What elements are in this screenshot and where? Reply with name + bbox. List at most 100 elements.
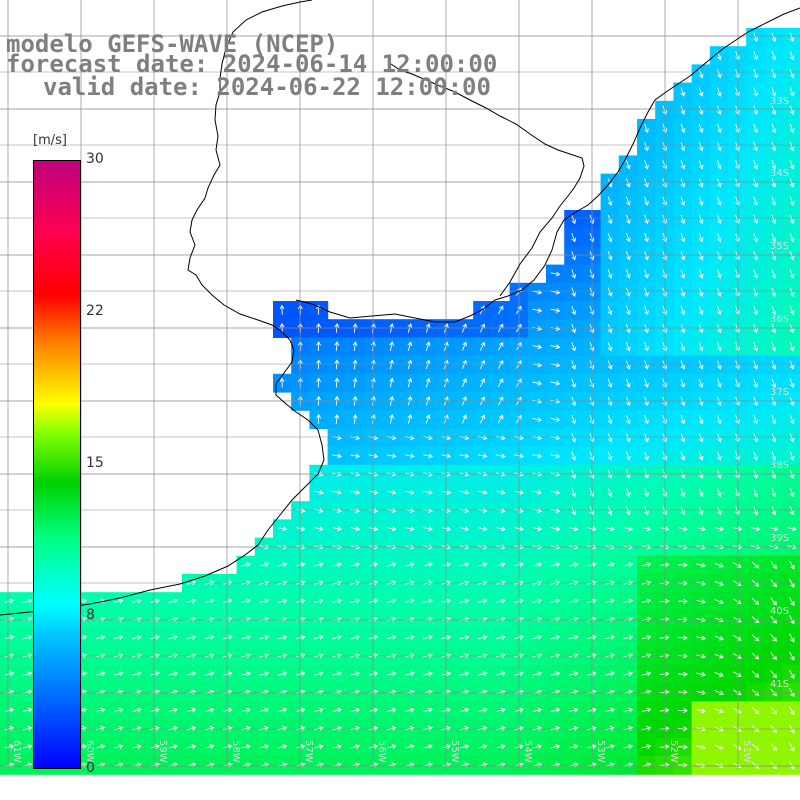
legend-tick-22: 22 <box>86 303 104 319</box>
wind-arrow <box>625 232 631 243</box>
lon-label: 53W <box>595 740 606 763</box>
wind-arrow <box>571 505 577 516</box>
wind-arrow <box>4 598 15 604</box>
wind-arrow <box>716 105 722 115</box>
wind-arrow <box>350 725 361 731</box>
wind-arrow <box>405 453 415 459</box>
wind-cell <box>782 100 800 120</box>
wind-arrow <box>386 453 397 459</box>
wind-arrow <box>753 305 759 316</box>
wind-arrow <box>625 487 631 498</box>
wind-arrow <box>404 725 415 731</box>
wind-arrow <box>404 562 415 568</box>
wind-arrow <box>386 508 397 514</box>
wind-arrow <box>550 271 561 277</box>
wind-arrow <box>607 214 613 225</box>
wind-arrow <box>113 634 124 640</box>
wind-arrow <box>607 505 613 516</box>
wind-arrow <box>568 562 579 568</box>
wind-arrow <box>568 725 579 731</box>
wind-arrow <box>625 269 631 279</box>
wind-arrow <box>277 744 288 750</box>
wind-arrow <box>568 744 579 750</box>
lat-label: 34S <box>770 168 790 179</box>
wind-arrow <box>22 725 33 731</box>
wind-cell <box>782 337 800 357</box>
wind-arrow <box>131 707 142 713</box>
lat-label: 41S <box>770 679 790 690</box>
wind-arrow <box>404 671 415 677</box>
wind-arrow <box>644 505 649 516</box>
wind-arrow <box>587 526 597 532</box>
color-scale-bar <box>33 160 81 769</box>
wind-arrow <box>680 160 686 170</box>
wind-arrow <box>571 360 577 370</box>
wind-cell <box>782 592 800 611</box>
wind-arrow <box>479 414 486 424</box>
wind-arrow <box>698 87 704 97</box>
river-plate-inner <box>387 61 585 297</box>
wind-arrow <box>496 453 506 459</box>
valid-date: valid date: 2024-06-22 12:00:00 <box>43 73 491 101</box>
wind-arrow <box>644 433 649 443</box>
wind-cell <box>782 137 800 156</box>
wind-arrow <box>659 598 670 604</box>
wind-arrow <box>659 635 670 640</box>
wind-arrow <box>716 433 722 443</box>
wind-arrow <box>571 269 577 279</box>
wind-arrow <box>625 305 631 316</box>
wind-arrow <box>168 725 179 731</box>
wind-arrow <box>625 196 631 206</box>
wind-arrow <box>625 433 631 443</box>
wind-arrow <box>131 744 142 750</box>
wind-arrow <box>477 725 488 731</box>
wind-arrow <box>4 634 15 640</box>
wind-arrow <box>771 487 777 498</box>
wind-arrow <box>405 526 415 532</box>
wind-arrow <box>753 269 759 279</box>
wind-arrow <box>753 414 759 425</box>
wind-arrow <box>789 305 795 316</box>
wind-arrow <box>698 451 704 461</box>
wind-arrow <box>425 359 431 370</box>
wind-arrow <box>204 671 215 677</box>
wind-cell <box>782 574 800 593</box>
wind-arrow <box>770 561 777 570</box>
forecast-date: forecast date: 2024-06-14 12:00:00 <box>6 50 498 78</box>
wind-arrow <box>405 508 415 514</box>
wind-arrow <box>716 141 722 152</box>
wind-arrow <box>459 562 470 568</box>
wind-arrow <box>222 671 233 677</box>
wind-arrow <box>771 451 777 461</box>
wind-arrow <box>789 360 795 370</box>
wind-cell <box>782 173 800 193</box>
coastline-east <box>295 7 800 323</box>
wind-arrow <box>607 251 613 261</box>
wind-arrow <box>716 232 722 243</box>
wind-arrow <box>479 341 486 351</box>
wind-arrow <box>241 671 251 677</box>
wind-arrow <box>716 196 722 206</box>
wind-arrow <box>95 634 106 640</box>
wind-arrow <box>550 453 561 459</box>
wind-arrow <box>496 508 506 514</box>
wind-arrow <box>150 598 160 604</box>
wind-arrow <box>495 562 506 568</box>
wind-arrow <box>644 214 649 225</box>
wind-arrow <box>644 287 649 297</box>
wind-arrow <box>625 451 631 461</box>
wind-arrow <box>714 690 724 696</box>
lon-label: 51W <box>741 740 752 763</box>
wind-arrow <box>477 671 488 677</box>
wind-speed-field <box>0 28 800 775</box>
wind-arrow <box>352 377 358 388</box>
wind-arrow <box>313 725 324 731</box>
wind-arrow <box>95 744 106 750</box>
wind-arrow <box>95 598 106 604</box>
wind-arrow <box>407 359 413 370</box>
wind-arrow <box>770 670 777 679</box>
wind-arrow <box>644 232 649 243</box>
wind-arrow <box>22 744 33 750</box>
wind-arrow <box>753 451 759 461</box>
